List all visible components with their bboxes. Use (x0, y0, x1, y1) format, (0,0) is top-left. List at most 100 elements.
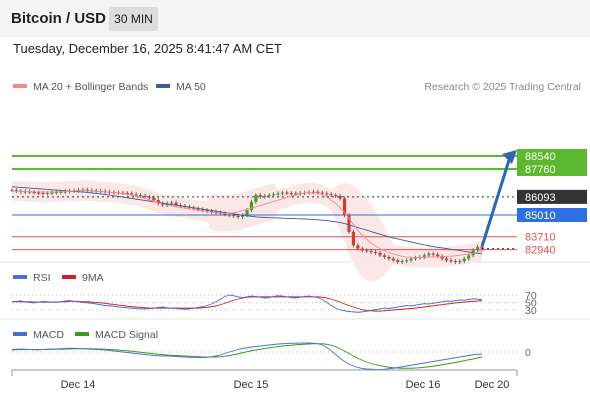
price-level-label: 82940 (525, 245, 556, 257)
candle-body (431, 253, 435, 255)
candle-body (236, 216, 240, 218)
legend-swatch (13, 275, 27, 279)
x-axis-tick-label: Dec 15 (234, 379, 269, 391)
price-level-box (517, 149, 587, 163)
price-level-label: 87760 (525, 164, 556, 176)
candle-body (467, 255, 471, 259)
candle-body (63, 191, 67, 193)
candle-body (152, 197, 156, 201)
candle-body (338, 195, 342, 199)
candle-body (165, 203, 169, 206)
candle-body (405, 260, 409, 262)
candle-body (32, 192, 36, 194)
candle-body (294, 193, 298, 195)
candle-body (258, 195, 262, 197)
candle-body (54, 192, 58, 194)
candle-body (41, 192, 45, 194)
candle-body (449, 260, 453, 262)
candle-body (138, 195, 143, 197)
forecast-arrow-shaft (480, 156, 512, 248)
candle-body (475, 246, 480, 251)
candle-body (378, 252, 382, 256)
candle-body (365, 250, 369, 252)
candle-body (130, 193, 134, 195)
candle-body (413, 257, 418, 259)
legend-swatch (75, 332, 89, 336)
ma20-line (11, 190, 483, 258)
candle-body (347, 215, 351, 232)
candle-body (311, 191, 316, 193)
candle-body (325, 193, 329, 195)
candle-body (272, 194, 276, 196)
rsi-level-label: 70 (525, 290, 537, 302)
legend-swatch (13, 84, 27, 88)
x-axis-tick-label: Dec 16 (406, 379, 441, 391)
bollinger-band (12, 180, 482, 282)
candle-body (360, 248, 364, 251)
legend-label: 9MA (82, 272, 104, 284)
candle-body (209, 210, 214, 212)
candle-body (196, 208, 200, 210)
candle-body (170, 202, 174, 204)
price-level-box (517, 208, 587, 222)
candle-body (254, 195, 258, 202)
candle-body (396, 260, 400, 262)
candle-body (387, 256, 391, 259)
candle-body (14, 190, 19, 192)
candle-body (205, 210, 209, 212)
candle-body (174, 202, 178, 206)
x-axis-tick-label: Dec 14 (61, 379, 96, 391)
macd-line (11, 342, 483, 370)
candle-body (156, 200, 160, 204)
candle-body (334, 195, 338, 197)
candle-body (45, 193, 50, 195)
candle-body (147, 196, 152, 198)
candle-body (50, 192, 54, 194)
candle-body (320, 192, 324, 194)
candle-body (263, 195, 267, 197)
legend-swatch (156, 84, 170, 88)
candle-body (289, 193, 293, 195)
rsi-ma9-line (12, 296, 483, 312)
candle-body (444, 258, 449, 261)
chart-header: Bitcoin / USD 30 MIN (0, 0, 590, 37)
price-level-box (517, 189, 587, 204)
chart-datetime: Tuesday, December 16, 2025 8:41:47 AM CE… (13, 41, 282, 56)
rsi-level-label: 30 (525, 305, 537, 317)
candle-body (342, 198, 347, 216)
candle-body (391, 258, 395, 261)
candle-body (427, 253, 431, 256)
price-level-label: 83710 (525, 232, 556, 244)
source-credit: Research © 2025 Trading Central (424, 81, 581, 93)
candle-body (422, 255, 426, 257)
candle-body (85, 189, 89, 191)
timeframe-badge[interactable]: 30 MIN (109, 7, 158, 31)
candle-body (316, 191, 320, 193)
candle-body (480, 246, 484, 249)
candle-body (458, 261, 462, 263)
candle-body (382, 255, 387, 257)
candle-body (125, 193, 129, 195)
price-level-label: 86093 (525, 192, 556, 204)
candle-body (285, 192, 289, 194)
candle-body (276, 193, 280, 195)
candle-body (201, 209, 205, 211)
candle-body (453, 261, 457, 263)
candle-body (280, 192, 285, 194)
candle-body (329, 194, 333, 196)
rsi-line (11, 294, 483, 313)
candle-body (436, 254, 440, 257)
candle-body (369, 251, 373, 253)
candle-body (356, 245, 360, 249)
candle-body (409, 258, 413, 261)
candle-body (134, 194, 138, 196)
candle-body (440, 256, 444, 259)
candle-body (37, 192, 41, 194)
x-axis-tick-label: Dec 20 (475, 379, 510, 391)
ma50-line (11, 186, 483, 255)
candle-body (351, 231, 356, 246)
instrument-title: Bitcoin / USD (11, 10, 107, 27)
legend-label: MACD Signal (95, 329, 158, 341)
candle-body (267, 195, 271, 197)
